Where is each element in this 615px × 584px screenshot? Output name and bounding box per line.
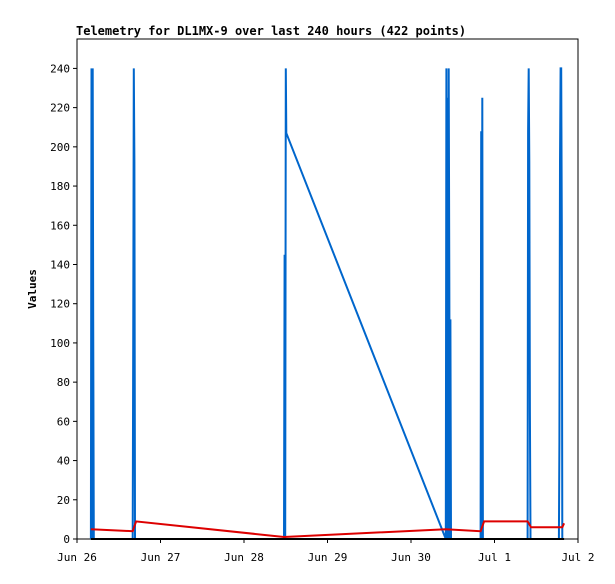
x-tick-label: Jun 26 bbox=[57, 551, 97, 564]
y-tick-label: 160 bbox=[50, 219, 70, 232]
y-tick-label: 200 bbox=[50, 141, 70, 154]
series-line-2 bbox=[90, 520, 566, 539]
x-tick-label: Jun 29 bbox=[308, 551, 348, 564]
y-tick-label: 220 bbox=[50, 102, 70, 115]
y-tick-label: 180 bbox=[50, 180, 70, 193]
chart-title: Telemetry for DL1MX-9 over last 240 hour… bbox=[76, 24, 466, 38]
x-tick-label: Jun 27 bbox=[141, 551, 181, 564]
y-tick-label: 60 bbox=[57, 415, 70, 428]
y-tick-label: 240 bbox=[50, 62, 70, 75]
x-tick-label: Jun 28 bbox=[224, 551, 264, 564]
series-line-1 bbox=[89, 67, 564, 540]
y-tick-label: 120 bbox=[50, 298, 70, 311]
x-tick-label: Jul 1 bbox=[478, 551, 511, 564]
y-tick-label: 140 bbox=[50, 258, 70, 271]
y-tick-label: 40 bbox=[57, 455, 70, 468]
y-axis-label: Values bbox=[26, 269, 39, 309]
y-tick-label: 80 bbox=[57, 376, 70, 389]
y-tick-label: 20 bbox=[57, 494, 70, 507]
plot-area: 0 20 40 60 80 100 120 140 160 180 200 220 240 Jun 26 J… bbox=[50, 38, 595, 564]
x-tick-label: Jun 30 bbox=[391, 551, 431, 564]
y-tick-label: 0 bbox=[63, 533, 70, 546]
x-tick-label: Jul 2 bbox=[561, 551, 594, 564]
y-tick-label: 100 bbox=[50, 337, 70, 350]
